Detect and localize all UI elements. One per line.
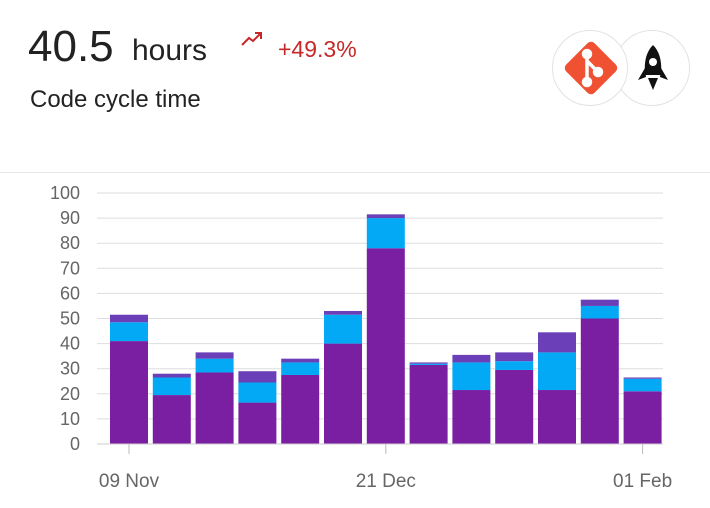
bar-segment [452, 362, 491, 391]
kpi-value: 40.5 [28, 22, 114, 71]
bar-segment [366, 214, 405, 219]
y-tick-label: 90 [60, 208, 80, 228]
y-tick-label: 50 [60, 309, 80, 329]
bar-segment [152, 373, 191, 378]
x-tick-label: 21 Dec [356, 471, 416, 492]
bar-segment [495, 369, 534, 444]
bar-segment [281, 362, 320, 375]
bar-segment [281, 358, 320, 363]
trend-value: +49.3% [278, 36, 357, 62]
bar-segment [324, 314, 362, 344]
bar-segment [623, 391, 662, 444]
y-tick-label: 60 [60, 283, 80, 303]
trending-up-icon [241, 32, 262, 46]
bar-segment [238, 371, 277, 383]
y-tick-label: 80 [60, 233, 80, 253]
bar-segment [409, 363, 448, 365]
bar-segment [495, 361, 534, 370]
bar-segment [281, 374, 320, 444]
x-tick-label: 09 Nov [99, 471, 160, 492]
bar-segment [152, 377, 191, 396]
bar-segment [538, 332, 576, 353]
git-icon [564, 41, 618, 95]
kpi-label: Code cycle time [30, 86, 201, 113]
bar-segment [324, 343, 362, 444]
bar-segment [538, 352, 576, 391]
bar-segment [409, 362, 448, 364]
y-tick-label: 30 [60, 359, 80, 379]
bar-segment [452, 390, 491, 444]
bar-segment [195, 372, 234, 444]
bar-segment [110, 314, 148, 323]
bar-segment [110, 322, 148, 342]
x-tick-label: 01 Feb [613, 471, 672, 492]
bar-segment [238, 382, 277, 403]
bar-segment [324, 310, 362, 315]
bar-segment [110, 341, 148, 444]
bar-segment [152, 395, 191, 444]
bar-segment [538, 390, 576, 444]
bar-segment [495, 352, 534, 362]
bar-segment [366, 218, 405, 249]
divider [0, 172, 710, 173]
bar-segment [623, 378, 662, 392]
bar-segment [409, 364, 448, 444]
bar-segment [580, 299, 619, 306]
bar-segment [195, 352, 234, 359]
bar-segment [580, 305, 619, 319]
bar-segment [366, 248, 405, 444]
y-tick-label: 70 [60, 258, 80, 278]
y-tick-label: 20 [60, 384, 80, 404]
bar-segment [238, 402, 277, 444]
rocket-icon [638, 45, 668, 90]
y-tick-label: 40 [60, 334, 80, 354]
bar-segment [452, 354, 491, 363]
git-avatar[interactable] [552, 30, 628, 106]
y-tick-label: 10 [60, 409, 80, 429]
y-tick-label: 0 [70, 434, 80, 454]
y-tick-label: 100 [50, 183, 80, 203]
bar-segment [580, 318, 619, 444]
bar-segment [623, 377, 662, 379]
bar-segment [195, 358, 234, 373]
kpi-unit: hours [132, 34, 208, 67]
